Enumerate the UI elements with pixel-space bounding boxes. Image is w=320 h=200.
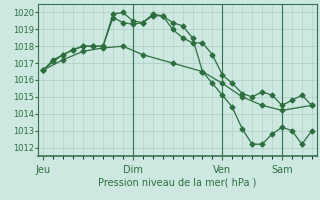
X-axis label: Pression niveau de la mer( hPa ): Pression niveau de la mer( hPa ) [99, 178, 257, 188]
